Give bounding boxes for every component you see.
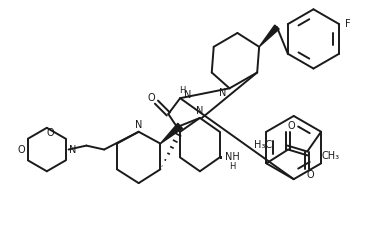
Polygon shape [259,25,279,47]
Text: F: F [345,19,351,29]
Text: NH: NH [225,153,240,162]
Text: N: N [184,90,192,100]
Text: O: O [148,93,155,103]
Text: O: O [287,121,295,131]
Text: H₃C: H₃C [254,140,272,150]
Text: O: O [46,128,54,138]
Text: O: O [17,144,25,155]
Text: H: H [229,162,236,171]
Text: N: N [196,106,204,116]
Text: N: N [219,88,226,98]
Text: CH₃: CH₃ [322,151,340,162]
Text: H: H [179,86,185,95]
Text: N: N [135,120,142,130]
Polygon shape [160,123,182,144]
Text: N: N [69,144,76,155]
Text: O: O [306,170,314,180]
